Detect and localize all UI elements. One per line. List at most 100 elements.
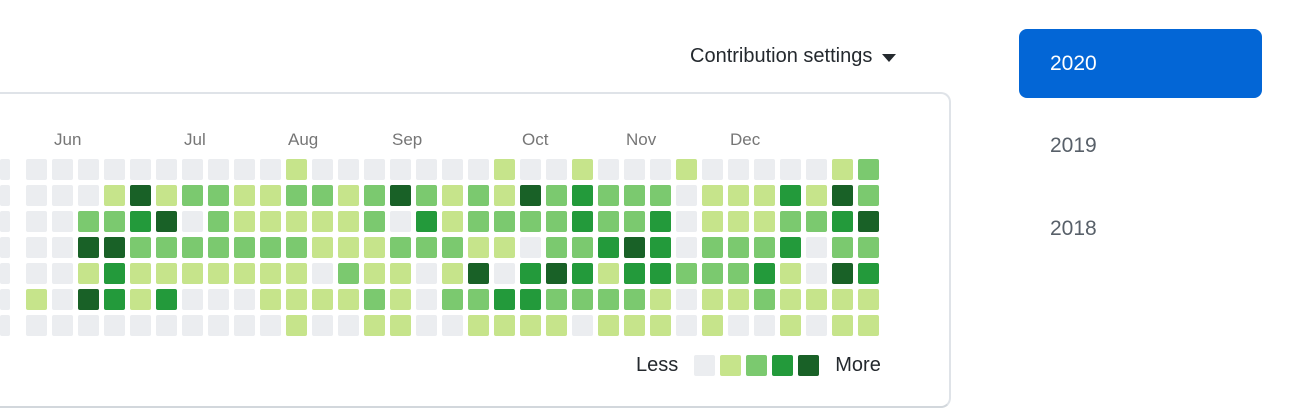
contribution-cell[interactable] [728,237,749,258]
contribution-cell[interactable] [832,211,853,232]
contribution-cell[interactable] [494,185,515,206]
contribution-cell[interactable] [416,159,437,180]
contribution-cell[interactable] [546,315,567,336]
contribution-cell[interactable] [702,211,723,232]
contribution-cell[interactable] [312,289,333,310]
contribution-cell[interactable] [754,263,775,284]
contribution-cell[interactable] [78,185,99,206]
contribution-cell[interactable] [780,315,801,336]
contribution-cell[interactable] [338,159,359,180]
contribution-cell[interactable] [754,315,775,336]
contribution-cell[interactable] [234,289,255,310]
contribution-cell[interactable] [780,211,801,232]
contribution-cell[interactable] [676,159,697,180]
contribution-cell[interactable] [442,315,463,336]
contribution-cell[interactable] [676,263,697,284]
contribution-cell[interactable] [468,263,489,284]
contribution-cell[interactable] [364,237,385,258]
contribution-cell[interactable] [286,237,307,258]
contribution-cell[interactable] [26,159,47,180]
contribution-cell[interactable] [520,159,541,180]
contribution-cell[interactable] [442,237,463,258]
contribution-cell[interactable] [780,237,801,258]
contribution-cell[interactable] [624,289,645,310]
contribution-cell[interactable] [676,315,697,336]
contribution-cell[interactable] [650,185,671,206]
contribution-cell[interactable] [442,289,463,310]
contribution-cell[interactable] [572,159,593,180]
contribution-cell[interactable] [858,237,879,258]
contribution-cell[interactable] [364,211,385,232]
contribution-cell[interactable] [130,211,151,232]
contribution-cell[interactable] [52,315,73,336]
contribution-cell[interactable] [364,315,385,336]
contribution-cell[interactable] [754,211,775,232]
contribution-cell[interactable] [52,263,73,284]
contribution-cell[interactable] [156,315,177,336]
contribution-cell[interactable] [572,237,593,258]
contribution-cell[interactable] [104,263,125,284]
contribution-cell[interactable] [78,263,99,284]
contribution-cell[interactable] [572,211,593,232]
contribution-cell[interactable] [598,315,619,336]
contribution-cell[interactable] [832,263,853,284]
contribution-cell[interactable] [0,185,10,206]
contribution-cell[interactable] [780,159,801,180]
contribution-cell[interactable] [390,289,411,310]
contribution-cell[interactable] [780,185,801,206]
contribution-cell[interactable] [858,315,879,336]
contribution-cell[interactable] [468,159,489,180]
contribution-cell[interactable] [26,185,47,206]
contribution-cell[interactable] [702,263,723,284]
contribution-cell[interactable] [468,315,489,336]
contribution-cell[interactable] [130,289,151,310]
contribution-cell[interactable] [390,159,411,180]
contribution-cell[interactable] [260,237,281,258]
contribution-cell[interactable] [416,185,437,206]
contribution-cell[interactable] [364,159,385,180]
contribution-cell[interactable] [416,211,437,232]
contribution-cell[interactable] [234,315,255,336]
contribution-cell[interactable] [156,211,177,232]
contribution-cell[interactable] [234,237,255,258]
contribution-cell[interactable] [832,289,853,310]
contribution-cell[interactable] [104,237,125,258]
contribution-cell[interactable] [208,211,229,232]
contribution-cell[interactable] [312,211,333,232]
contribution-cell[interactable] [182,237,203,258]
contribution-cell[interactable] [208,289,229,310]
contribution-cell[interactable] [442,211,463,232]
contribution-cell[interactable] [572,289,593,310]
contribution-cell[interactable] [260,211,281,232]
contribution-cell[interactable] [208,263,229,284]
contribution-cell[interactable] [546,263,567,284]
contribution-cell[interactable] [130,263,151,284]
contribution-cell[interactable] [650,211,671,232]
contribution-cell[interactable] [858,159,879,180]
contribution-cell[interactable] [52,159,73,180]
contribution-cell[interactable] [104,289,125,310]
contribution-cell[interactable] [780,289,801,310]
contribution-cell[interactable] [806,159,827,180]
contribution-cell[interactable] [806,263,827,284]
contribution-cell[interactable] [806,237,827,258]
contribution-cell[interactable] [182,289,203,310]
contribution-cell[interactable] [208,159,229,180]
contribution-cell[interactable] [338,237,359,258]
contribution-cell[interactable] [520,263,541,284]
contribution-cell[interactable] [312,185,333,206]
contribution-cell[interactable] [832,315,853,336]
contribution-cell[interactable] [260,289,281,310]
contribution-cell[interactable] [598,159,619,180]
contribution-cell[interactable] [312,159,333,180]
contribution-cell[interactable] [78,211,99,232]
contribution-cell[interactable] [858,185,879,206]
contribution-cell[interactable] [286,211,307,232]
contribution-cell[interactable] [442,185,463,206]
contribution-cell[interactable] [104,159,125,180]
contribution-cell[interactable] [286,263,307,284]
contribution-cell[interactable] [364,289,385,310]
contribution-cell[interactable] [52,185,73,206]
contribution-cell[interactable] [572,315,593,336]
contribution-cell[interactable] [702,315,723,336]
